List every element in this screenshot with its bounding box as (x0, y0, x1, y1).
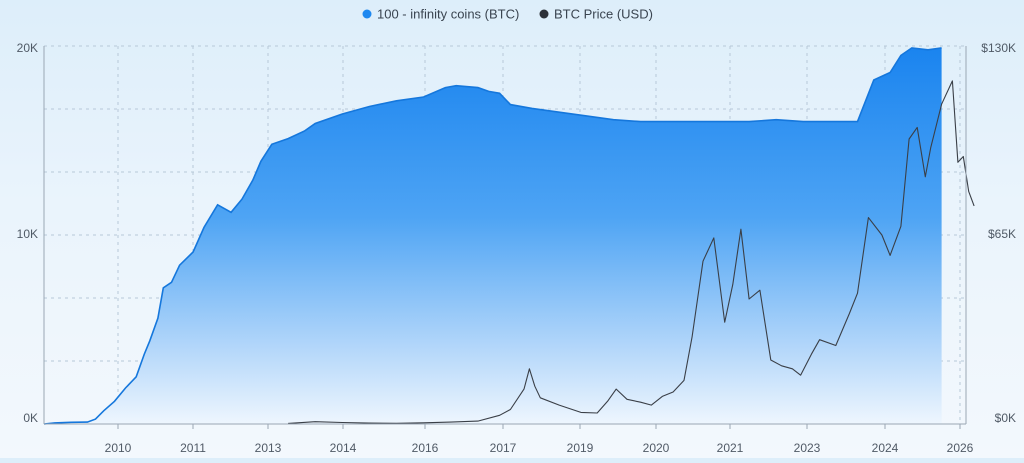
x-tick-label: 2021 (717, 441, 744, 455)
area-fill-btc-holdings (44, 47, 942, 425)
y-left-tick-label: 0K (23, 411, 38, 425)
legend-marker-btc-price (539, 9, 549, 19)
x-tick-label: 2023 (794, 441, 821, 455)
x-tick-label: 2014 (330, 441, 357, 455)
line-btc-price (288, 80, 975, 424)
legend-label-btc-holdings: 100 - infinity coins (BTC) (377, 7, 519, 22)
x-tick-label: 2017 (490, 441, 517, 455)
x-tick-label: 2010 (105, 441, 132, 455)
x-tick-label: 2020 (643, 441, 670, 455)
area-line-btc-holdings (43, 47, 942, 425)
x-tick-label: 2019 (567, 441, 594, 455)
y-right-tick-label: $65K (988, 227, 1016, 241)
legend-label-btc-price: BTC Price (USD) (554, 7, 653, 22)
legend: 100 - infinity coins (BTC) BTC Price (US… (362, 7, 653, 22)
x-tick-label: 2011 (180, 441, 206, 455)
axes: 2010 2011 2013 2014 2016 2017 2019 2020 2021 2023… (17, 41, 1016, 455)
y-left-tick-label: 20K (17, 41, 38, 55)
legend-marker-btc-holdings (362, 9, 372, 19)
x-tick-label: 2013 (255, 441, 282, 455)
line-series (288, 80, 975, 424)
area-series (43, 47, 942, 425)
x-tick-label: 2016 (412, 441, 439, 455)
x-tick-label: 2024 (872, 441, 899, 455)
y-left-tick-label: 10K (17, 227, 38, 241)
y-right-tick-label: $0K (995, 411, 1016, 425)
y-right-tick-label: $130K (981, 41, 1016, 55)
x-tick-label: 2026 (947, 441, 974, 455)
